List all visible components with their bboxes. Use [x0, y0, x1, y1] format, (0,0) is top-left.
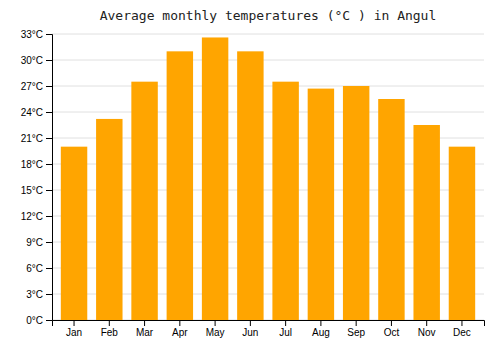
- x-tick-mark: [215, 320, 216, 326]
- title: Average monthly temperatures (°C ) in An…: [100, 8, 437, 23]
- x-tick-label: Aug: [312, 327, 330, 338]
- x-tick: Jan: [66, 320, 82, 338]
- y-tick-mark: [46, 242, 52, 243]
- y-tick: 12°C: [21, 211, 52, 222]
- x-tick-mark: [250, 320, 251, 326]
- x-tick: May: [206, 320, 225, 338]
- bar: [378, 99, 404, 320]
- bar: [413, 125, 439, 320]
- bar: [343, 86, 369, 320]
- x-tick-label: Jun: [242, 327, 258, 338]
- bar: [308, 89, 334, 320]
- y-tick-mark: [46, 34, 52, 35]
- y-axis-line: [46, 35, 53, 321]
- x-tick-mark: [461, 320, 462, 326]
- grid-line: [52, 34, 484, 35]
- x-tick-label: Apr: [172, 327, 188, 338]
- y-tick-mark: [46, 86, 52, 87]
- bars: [61, 37, 475, 320]
- y-axis: 0°C 3°C 6°C 9°C 12°C 15°C 18°C 21°C 24°C 27°C 30°C…: [21, 29, 53, 326]
- bar: [167, 51, 193, 320]
- x-tick: Apr: [172, 320, 188, 338]
- grid: [52, 34, 484, 320]
- y-tick-label: 15°C: [21, 185, 43, 196]
- y-tick: 18°C: [21, 159, 52, 170]
- y-tick: 0°C: [26, 315, 52, 326]
- x-tick-mark: [74, 320, 75, 326]
- y-tick-mark: [46, 294, 52, 295]
- y-tick-mark: [46, 112, 52, 113]
- y-tick-label: 33°C: [21, 29, 43, 40]
- y-tick-mark: [46, 190, 52, 191]
- x-tick: Jul: [279, 320, 292, 338]
- x-tick: Aug: [312, 320, 330, 338]
- bar: [61, 147, 87, 320]
- bar: [237, 51, 263, 320]
- y-tick-mark: [46, 60, 52, 61]
- y-tick-mark: [46, 320, 52, 321]
- y-tick: 9°C: [26, 237, 52, 248]
- x-tick-label: Sep: [347, 327, 365, 338]
- grid-line: [52, 60, 484, 61]
- bar: [449, 147, 475, 320]
- y-tick-label: 3°C: [26, 289, 43, 300]
- bar: [131, 82, 157, 320]
- y-tick-label: 9°C: [26, 237, 43, 248]
- x-tick-label: Jul: [279, 327, 292, 338]
- x-tick-mark: [426, 320, 427, 326]
- x-tick: Sep: [347, 320, 365, 338]
- y-tick: 15°C: [21, 185, 52, 196]
- bar: [202, 37, 228, 320]
- x-tick-mark: [356, 320, 357, 326]
- y-tick-label: 0°C: [26, 315, 43, 326]
- x-tick-mark: [179, 320, 180, 326]
- plot: 0°C 3°C 6°C 9°C 12°C 15°C 18°C 21°C 24°C 27°C 30°C…: [21, 29, 485, 338]
- y-tick: 24°C: [21, 107, 52, 118]
- y-tick-label: 18°C: [21, 159, 43, 170]
- x-tick-label: Mar: [136, 327, 154, 338]
- x-tick: Mar: [136, 320, 154, 338]
- x-axis-line: [53, 321, 485, 327]
- y-tick: 27°C: [21, 81, 52, 92]
- x-axis: Jan Feb Mar Apr May Jun Jul Aug Sep Oct Nov Dec: [53, 320, 485, 338]
- y-tick-label: 12°C: [21, 211, 43, 222]
- grid-line: [52, 112, 484, 113]
- x-tick-mark: [285, 320, 286, 326]
- x-tick-label: Dec: [453, 327, 471, 338]
- y-tick: 3°C: [26, 289, 52, 300]
- y-tick-label: 30°C: [21, 55, 43, 66]
- y-tick-label: 21°C: [21, 133, 43, 144]
- x-tick: Jun: [242, 320, 258, 338]
- grid-line: [52, 86, 484, 87]
- x-tick: Nov: [418, 320, 436, 338]
- x-tick-label: Nov: [418, 327, 436, 338]
- y-tick-label: 6°C: [26, 263, 43, 274]
- y-tick-label: 24°C: [21, 107, 43, 118]
- x-tick-label: Jan: [66, 327, 82, 338]
- y-tick: 33°C: [21, 29, 52, 40]
- x-tick: Oct: [384, 320, 400, 338]
- y-tick-label: 27°C: [21, 81, 43, 92]
- y-tick-mark: [46, 138, 52, 139]
- x-tick: Feb: [101, 320, 119, 338]
- x-tick-mark: [144, 320, 145, 326]
- y-tick-mark: [46, 164, 52, 165]
- x-tick-label: Oct: [384, 327, 400, 338]
- x-tick-mark: [320, 320, 321, 326]
- x-tick: Dec: [453, 320, 471, 338]
- bar: [272, 82, 298, 320]
- y-tick: 21°C: [21, 133, 52, 144]
- x-tick-label: May: [206, 327, 225, 338]
- bar: [96, 119, 122, 320]
- x-tick-mark: [109, 320, 110, 326]
- y-tick: 6°C: [26, 263, 52, 274]
- y-tick: 30°C: [21, 55, 52, 66]
- x-tick-label: Feb: [101, 327, 119, 338]
- x-tick-mark: [391, 320, 392, 326]
- y-tick-mark: [46, 268, 52, 269]
- y-tick-mark: [46, 216, 52, 217]
- chart: 0°C 3°C 6°C 9°C 12°C 15°C 18°C 21°C 24°C 27°C 30°C…: [0, 0, 500, 350]
